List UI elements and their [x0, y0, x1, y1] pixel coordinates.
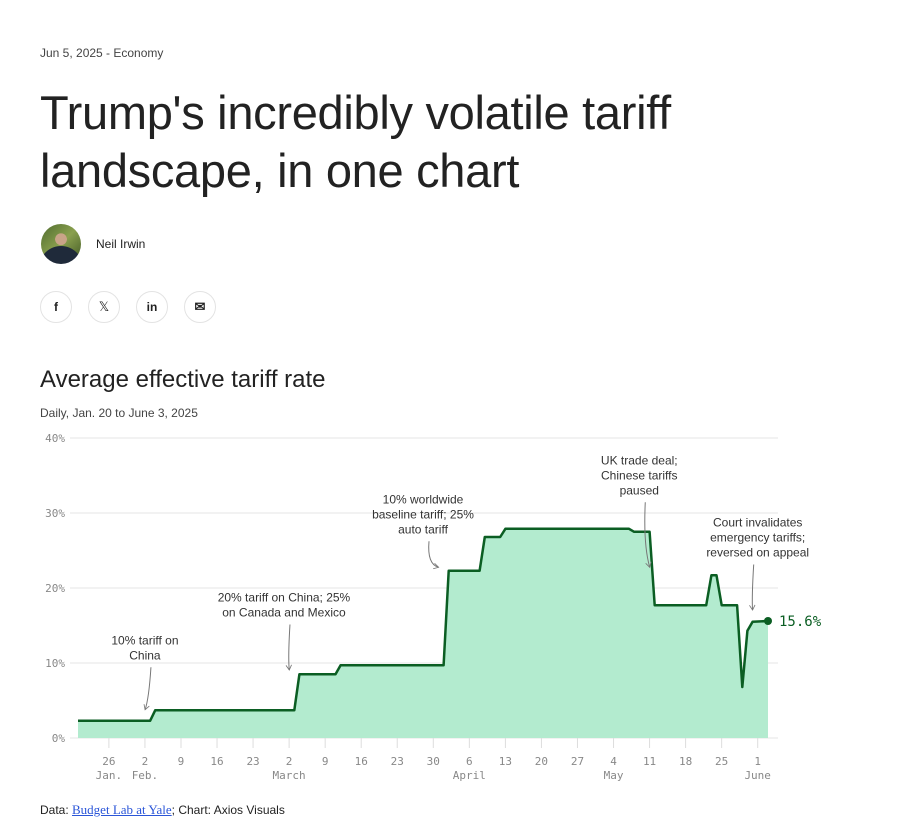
- annotation-text: paused: [620, 483, 659, 497]
- share-email-button[interactable]: ✉: [184, 291, 216, 323]
- annotation-text: auto tariff: [398, 522, 448, 536]
- y-tick-label: 10%: [45, 657, 65, 670]
- annotation: 20% tariff on China; 25%on Canada and Me…: [218, 591, 351, 671]
- annotation-text: 10% tariff on: [111, 633, 178, 647]
- x-tick-label: 13: [499, 755, 512, 768]
- x-tick-label: 11: [643, 755, 656, 768]
- series-line: [78, 527, 769, 723]
- area-fill: [78, 528, 768, 738]
- end-point-marker: [764, 617, 772, 625]
- x-tick-label: 1: [754, 755, 761, 768]
- chart-source: Data: Budget Lab at Yale; Chart: Axios V…: [40, 802, 285, 818]
- x-tick-label: 16: [210, 755, 223, 768]
- y-tick-label: 20%: [45, 582, 65, 595]
- x-tick-label: 2: [142, 755, 149, 768]
- x-month-label: May: [604, 769, 624, 782]
- chart-title: Average effective tariff rate: [40, 366, 326, 393]
- chart-subtitle: Daily, Jan. 20 to June 3, 2025: [40, 406, 198, 420]
- annotation-arrow: [749, 564, 756, 611]
- annotation-arrow: [285, 624, 292, 671]
- annotation-text: Court invalidates: [713, 516, 802, 530]
- x-month-label: Feb.: [132, 769, 159, 782]
- x-tick-label: 26: [102, 755, 115, 768]
- annotation-text: 10% worldwide: [383, 492, 464, 506]
- source-suffix: ; Chart: Axios Visuals: [171, 803, 285, 817]
- annotation-arrow: [143, 667, 152, 711]
- author-avatar[interactable]: [41, 224, 81, 264]
- x-tick-label: 2: [286, 755, 293, 768]
- annotation-text: baseline tariff; 25%: [372, 507, 474, 521]
- x-tick-label: 23: [246, 755, 259, 768]
- x-tick-label: 23: [391, 755, 404, 768]
- share-linkedin-button[interactable]: in: [136, 291, 168, 323]
- x-tick-label: 6: [466, 755, 473, 768]
- x-tick-label: 9: [178, 755, 185, 768]
- article-meta: Jun 5, 2025 - Economy: [40, 46, 164, 60]
- annotation-text: Chinese tariffs: [601, 468, 677, 482]
- annotation-text: emergency tariffs;: [710, 531, 805, 545]
- x-tick-label: 4: [610, 755, 617, 768]
- article-title: Trump's incredibly volatile tariff lands…: [40, 86, 671, 197]
- x-tick-label: 16: [355, 755, 368, 768]
- x-icon: 𝕏: [98, 299, 110, 314]
- source-prefix: Data:: [40, 803, 73, 817]
- x-tick-label: 20: [535, 755, 548, 768]
- x-tick-label: 27: [571, 755, 584, 768]
- annotation-text: reversed on appeal: [706, 546, 809, 560]
- x-month-label: March: [273, 769, 306, 782]
- x-tick-label: 9: [322, 755, 329, 768]
- x-tick-label: 18: [679, 755, 692, 768]
- source-link[interactable]: Budget Lab at Yale: [72, 802, 172, 817]
- x-tick-label: 25: [715, 755, 728, 768]
- share-facebook-button[interactable]: f: [40, 291, 72, 323]
- x-month-label: Jan.: [96, 769, 123, 782]
- y-tick-label: 0%: [52, 732, 66, 745]
- email-icon: ✉: [194, 299, 206, 314]
- annotation-text: China: [129, 648, 161, 662]
- annotation-text: 20% tariff on China; 25%: [218, 591, 351, 605]
- y-tick-label: 40%: [45, 432, 65, 445]
- x-month-label: June: [744, 769, 771, 782]
- linkedin-icon: in: [146, 300, 158, 314]
- end-value-label: 15.6%: [779, 614, 822, 630]
- x-tick-label: 30: [427, 755, 440, 768]
- annotation-text: UK trade deal;: [601, 453, 678, 467]
- x-month-label: April: [453, 769, 486, 782]
- facebook-icon: f: [54, 300, 58, 314]
- annotation-arrow: [644, 502, 652, 569]
- author-name[interactable]: Neil Irwin: [96, 237, 146, 251]
- share-x-button[interactable]: 𝕏: [88, 291, 120, 323]
- annotation-arrow: [428, 541, 440, 570]
- annotation-text: on Canada and Mexico: [222, 606, 346, 620]
- y-tick-label: 30%: [45, 507, 65, 520]
